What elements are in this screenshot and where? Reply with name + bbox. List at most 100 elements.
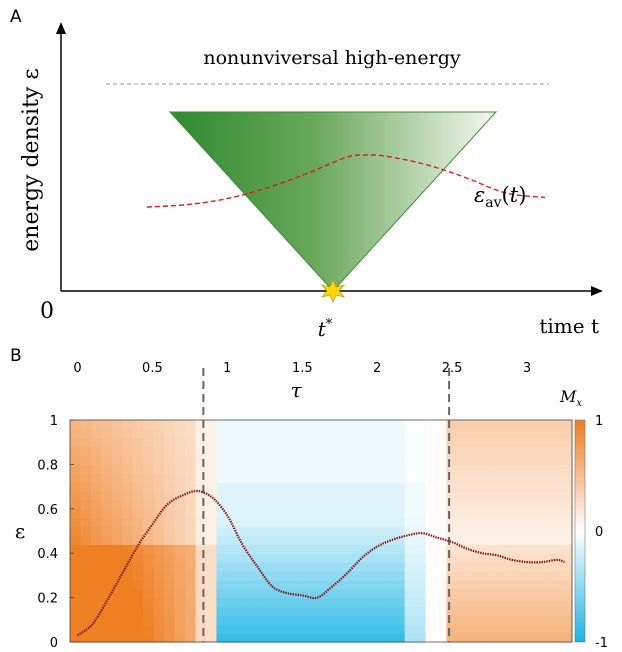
heatmap-cell	[331, 562, 343, 572]
heatmap-cell	[247, 579, 259, 590]
heatmap-cell	[321, 517, 333, 528]
heatmap-cell	[195, 579, 207, 590]
heatmap-cell	[530, 597, 542, 608]
heatmap-cell	[216, 482, 228, 492]
heatmap-cell	[216, 499, 228, 510]
heatmap-cell	[530, 455, 542, 465]
heatmap-cell	[122, 615, 134, 625]
heatmap-cell	[488, 491, 500, 501]
heatmap-cell	[80, 499, 92, 510]
heatmap-cell	[404, 517, 416, 528]
heatmap-cell	[509, 420, 521, 430]
heatmap-cell	[540, 508, 552, 519]
heatmap-cell	[70, 437, 82, 448]
heatmap-cell	[164, 420, 176, 430]
heatmap-cell	[509, 606, 521, 616]
heatmap-cell	[247, 455, 259, 465]
heatmap-cell	[352, 482, 364, 492]
heatmap-cell	[143, 491, 155, 501]
heatmap-cell	[425, 446, 437, 457]
heatmap-cell	[226, 597, 238, 608]
heatmap-cell	[530, 446, 542, 457]
heatmap-cell	[111, 615, 123, 625]
heatmap-cell	[132, 606, 144, 616]
y-tick-label: 0.8	[37, 458, 58, 473]
heatmap-cell	[143, 544, 155, 554]
heatmap-cell	[101, 606, 113, 616]
heatmap-cell	[519, 437, 531, 448]
heatmap-cell	[467, 588, 479, 599]
heatmap-cell	[415, 437, 427, 448]
heatmap-cell	[498, 482, 510, 492]
heatmap-cell	[321, 615, 333, 625]
heatmap-cell	[341, 597, 353, 608]
heatmap-cell	[456, 553, 469, 563]
heatmap-cell	[373, 473, 385, 483]
heatmap-cell	[122, 553, 134, 563]
heatmap-cell	[519, 428, 531, 439]
heatmap-cell	[310, 508, 322, 519]
heatmap-cell	[153, 562, 165, 572]
heatmap-cell	[132, 455, 144, 465]
heatmap-cell	[362, 606, 374, 616]
heatmap-cell	[279, 544, 291, 554]
heatmap-cell	[362, 562, 374, 572]
heatmap-cell	[404, 597, 416, 608]
heatmap-cell	[467, 579, 479, 590]
heatmap-cell	[185, 446, 197, 457]
heatmap-cell	[258, 588, 270, 599]
heatmap-cell	[415, 597, 427, 608]
heatmap-cell	[530, 588, 542, 599]
heatmap-cell	[111, 606, 123, 616]
heatmap-cell	[143, 499, 155, 510]
heatmap-cell	[467, 597, 479, 608]
heatmap-cell	[164, 464, 176, 474]
heatmap-cell	[205, 473, 218, 483]
heatmap-cell	[258, 437, 270, 448]
heatmap-cell	[446, 499, 458, 510]
heatmap-cell	[488, 455, 500, 465]
heatmap-cell	[268, 420, 280, 430]
heatmap-cell	[373, 446, 385, 457]
heatmap-cell	[70, 508, 82, 519]
heatmap-cell	[352, 562, 364, 572]
heatmap-cell	[90, 517, 102, 528]
heatmap-cell	[498, 464, 510, 474]
heatmap-cell	[132, 588, 144, 599]
heatmap-cell	[143, 446, 155, 457]
heatmap-cell	[352, 428, 364, 439]
heatmap-cell	[456, 588, 469, 599]
heatmap-cell	[530, 491, 542, 501]
heatmap-cell	[488, 420, 500, 430]
heatmap-cell	[383, 633, 395, 643]
light-cone	[168, 111, 498, 292]
heatmap-cell	[216, 508, 228, 519]
heatmap-cell	[195, 526, 207, 537]
heatmap-cell	[425, 508, 437, 519]
heatmap-cell	[216, 464, 228, 474]
heatmap-cell	[279, 517, 291, 528]
heatmap-cell	[195, 615, 207, 625]
heatmap-cell	[185, 597, 197, 608]
heatmap-cell	[310, 499, 322, 510]
heatmap-cell	[467, 446, 479, 457]
heatmap-cell	[289, 473, 301, 483]
heatmap-cell	[268, 562, 280, 572]
heatmap-cell	[404, 455, 416, 465]
heatmap-cell	[300, 606, 312, 616]
heatmap-cell	[352, 446, 364, 457]
heatmap-cell	[122, 437, 134, 448]
heatmap-cell	[310, 455, 322, 465]
heatmap-cell	[436, 420, 448, 430]
heatmap-cell	[467, 624, 479, 634]
heatmap-cell	[164, 508, 176, 519]
heatmap-cell	[122, 597, 134, 608]
heatmap-cell	[289, 597, 301, 608]
heatmap-cell	[205, 464, 218, 474]
heatmap-cell	[122, 535, 134, 545]
heatmap-cell	[446, 446, 458, 457]
heatmap-cell	[394, 579, 406, 590]
heatmap-cell	[143, 428, 155, 439]
heatmap-cell	[321, 420, 333, 430]
heatmap-cell	[341, 420, 353, 430]
